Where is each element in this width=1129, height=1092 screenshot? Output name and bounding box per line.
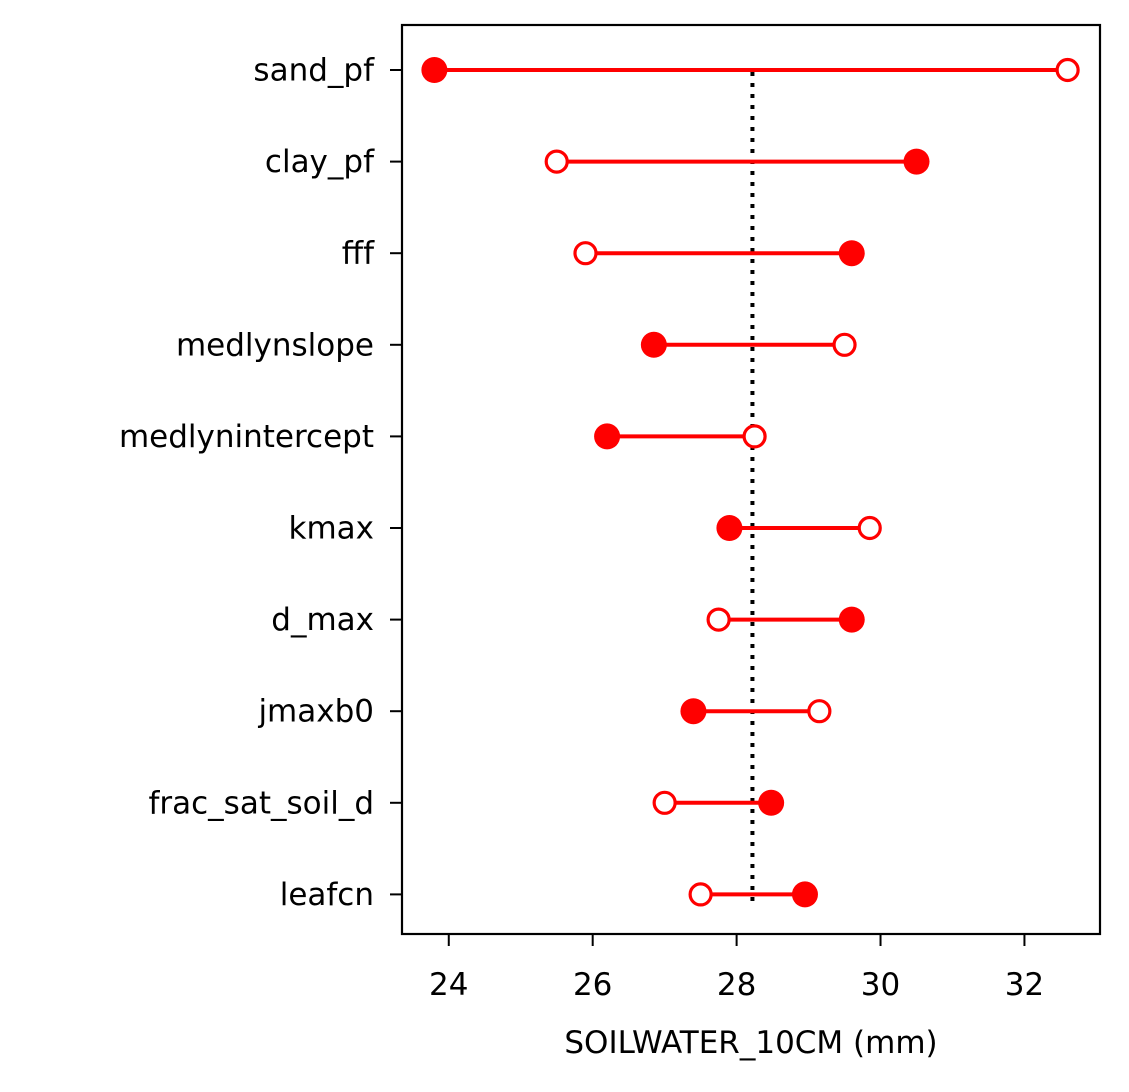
x-tick-label: 32	[1005, 967, 1044, 1003]
filled-point-jmaxb0	[680, 698, 707, 725]
open-point-d_max	[706, 607, 731, 632]
y-tick-label: fff	[342, 236, 375, 272]
y-tick-label: medlynintercept	[119, 419, 374, 455]
filled-point-fff	[838, 240, 865, 267]
open-point-frac_sat_soil_d	[652, 790, 677, 815]
filled-point-sand_pf	[421, 57, 448, 83]
x-axis: 24 26 28 30 32	[429, 934, 1044, 1003]
x-tick-label: 26	[573, 967, 612, 1003]
filled-point-medlynintercept	[594, 423, 621, 450]
open-point-fff	[573, 241, 598, 266]
open-point-kmax	[857, 515, 882, 541]
open-point-sand_pf	[1055, 57, 1080, 83]
y-tick-label: leafcn	[280, 877, 374, 913]
filled-point-clay_pf	[903, 148, 930, 175]
open-point-medlynslope	[832, 332, 857, 357]
y-tick-label: kmax	[289, 511, 375, 547]
x-tick-label: 30	[861, 967, 900, 1003]
x-tick-label: 24	[429, 967, 468, 1003]
y-tick-label: jmaxb0	[257, 694, 374, 730]
filled-point-leafcn	[791, 881, 818, 908]
y-tick-label: d_max	[271, 602, 374, 638]
filled-point-medlynslope	[640, 331, 667, 358]
open-point-leafcn	[688, 882, 713, 907]
y-tick-label: medlynslope	[176, 327, 374, 363]
plot-frame	[400, 23, 1102, 936]
y-tick-label: clay_pf	[265, 144, 375, 180]
plot-area	[400, 23, 1102, 936]
open-point-jmaxb0	[807, 699, 832, 724]
x-tick-label: 28	[717, 967, 756, 1003]
open-point-medlynintercept	[742, 424, 767, 449]
filled-point-kmax	[716, 515, 743, 541]
filled-point-frac_sat_soil_d	[758, 789, 785, 816]
open-point-clay_pf	[544, 149, 569, 174]
filled-point-d_max	[838, 606, 865, 633]
y-tick-label: frac_sat_soil_d	[148, 785, 374, 821]
x-axis-label: SOILWATER_10CM (mm)	[564, 1025, 937, 1061]
y-tick-label: sand_pf	[253, 53, 375, 89]
